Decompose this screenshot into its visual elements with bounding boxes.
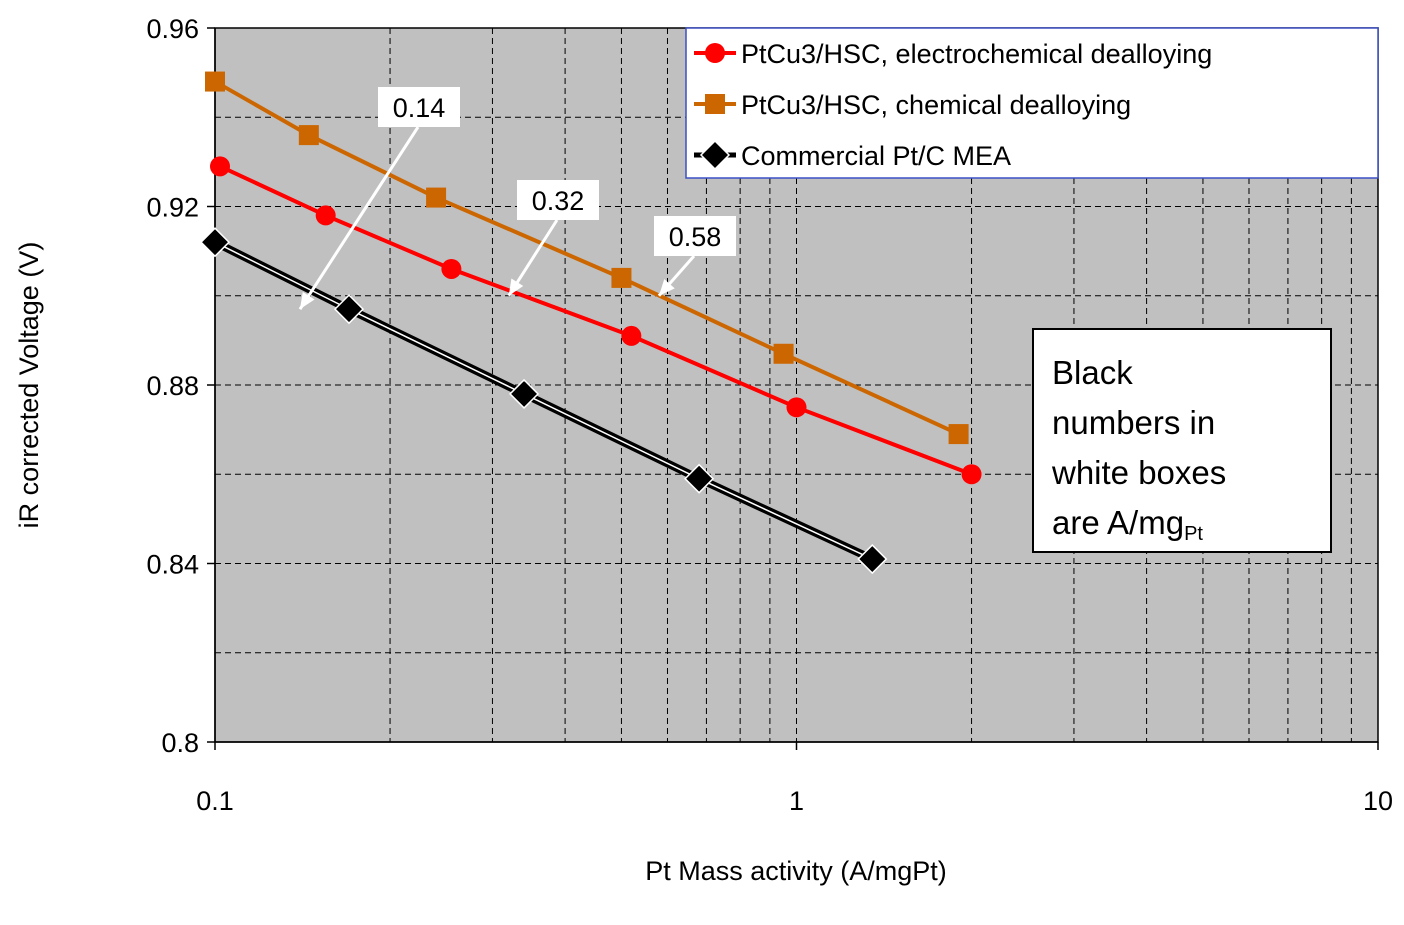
legend-marker <box>705 94 725 114</box>
annotation-box <box>654 216 736 256</box>
annotation-arrowhead <box>299 291 315 310</box>
series-diamond <box>199 227 888 575</box>
legend-label: PtCu3/HSC, electrochemical dealloying <box>741 39 1212 69</box>
data-point <box>508 378 540 409</box>
x-tick-label: 1 <box>789 786 804 816</box>
annotation-label: 0.14 <box>298 87 460 310</box>
note-line-2: numbers in <box>1052 404 1216 441</box>
data-point <box>773 343 794 364</box>
data-point <box>786 397 807 418</box>
y-axis-title: iR corrected Voltage (V) <box>14 242 44 529</box>
y-tick-label: 0.96 <box>146 14 199 44</box>
data-point <box>298 125 319 146</box>
legend-marker <box>705 43 725 63</box>
annotation-text: 0.58 <box>669 222 722 252</box>
series-line <box>219 164 973 477</box>
note-line-1: Black <box>1052 354 1133 391</box>
annotation-text: 0.32 <box>532 186 585 216</box>
legend-label: Commercial Pt/C MEA <box>741 141 1011 171</box>
legend-entry: Commercial Pt/C MEA <box>694 139 1011 171</box>
legend-entry: PtCu3/HSC, chemical dealloying <box>694 90 1131 120</box>
series-square <box>205 71 969 445</box>
annotation-box <box>378 87 460 127</box>
axes: 0.8 0.84 0.88 0.92 0.96 0.1 1 10 <box>146 14 1393 816</box>
x-axis-title: Pt Mass activity (A/mgPt) <box>645 856 947 886</box>
annotation-label: 0.32 <box>507 180 599 297</box>
data-point <box>948 424 969 445</box>
annotation-arrowhead <box>658 279 675 296</box>
y-tick-label: 0.8 <box>161 728 199 758</box>
annotation-label: 0.58 <box>654 216 736 297</box>
legend-marker <box>699 139 731 171</box>
series-line <box>214 79 960 436</box>
data-point <box>611 267 632 288</box>
annotation-arrowhead <box>508 278 524 296</box>
data-point <box>315 205 336 226</box>
data-point <box>961 464 982 485</box>
note-line-4: are A/mgPt <box>1052 498 1312 559</box>
data-point <box>205 71 225 92</box>
x-tick-label: 10 <box>1363 786 1393 816</box>
data-point <box>684 463 715 494</box>
y-tick-label: 0.92 <box>146 193 199 223</box>
note-box: Black numbers in white boxes are A/mgPt <box>1032 328 1332 553</box>
legend: PtCu3/HSC, electrochemical dealloying PtC… <box>685 27 1379 179</box>
series-circle <box>210 156 982 485</box>
annotation-text: 0.14 <box>393 93 446 123</box>
data-point <box>199 227 231 258</box>
data-point <box>621 325 642 346</box>
data-point <box>441 258 462 279</box>
annotation-box <box>517 180 599 220</box>
annotation-arrow <box>298 126 420 310</box>
y-tick-label: 0.84 <box>146 550 199 580</box>
data-point <box>333 294 365 325</box>
annotations: 0.14 0.32 0.58 <box>298 87 736 310</box>
series-layer <box>199 71 982 575</box>
data-point <box>426 187 447 208</box>
legend-entry: PtCu3/HSC, electrochemical dealloying <box>694 39 1212 69</box>
note-line-3: white boxes <box>1052 454 1227 491</box>
note-subscript: Pt <box>1184 523 1203 545</box>
legend-label: PtCu3/HSC, chemical dealloying <box>741 90 1131 120</box>
y-tick-label: 0.88 <box>146 371 199 401</box>
data-point <box>210 156 231 177</box>
data-point <box>857 543 888 575</box>
legend-box <box>685 27 1379 179</box>
note-line-4-text: are A/mg <box>1052 504 1185 541</box>
x-tick-label: 0.1 <box>196 786 234 816</box>
